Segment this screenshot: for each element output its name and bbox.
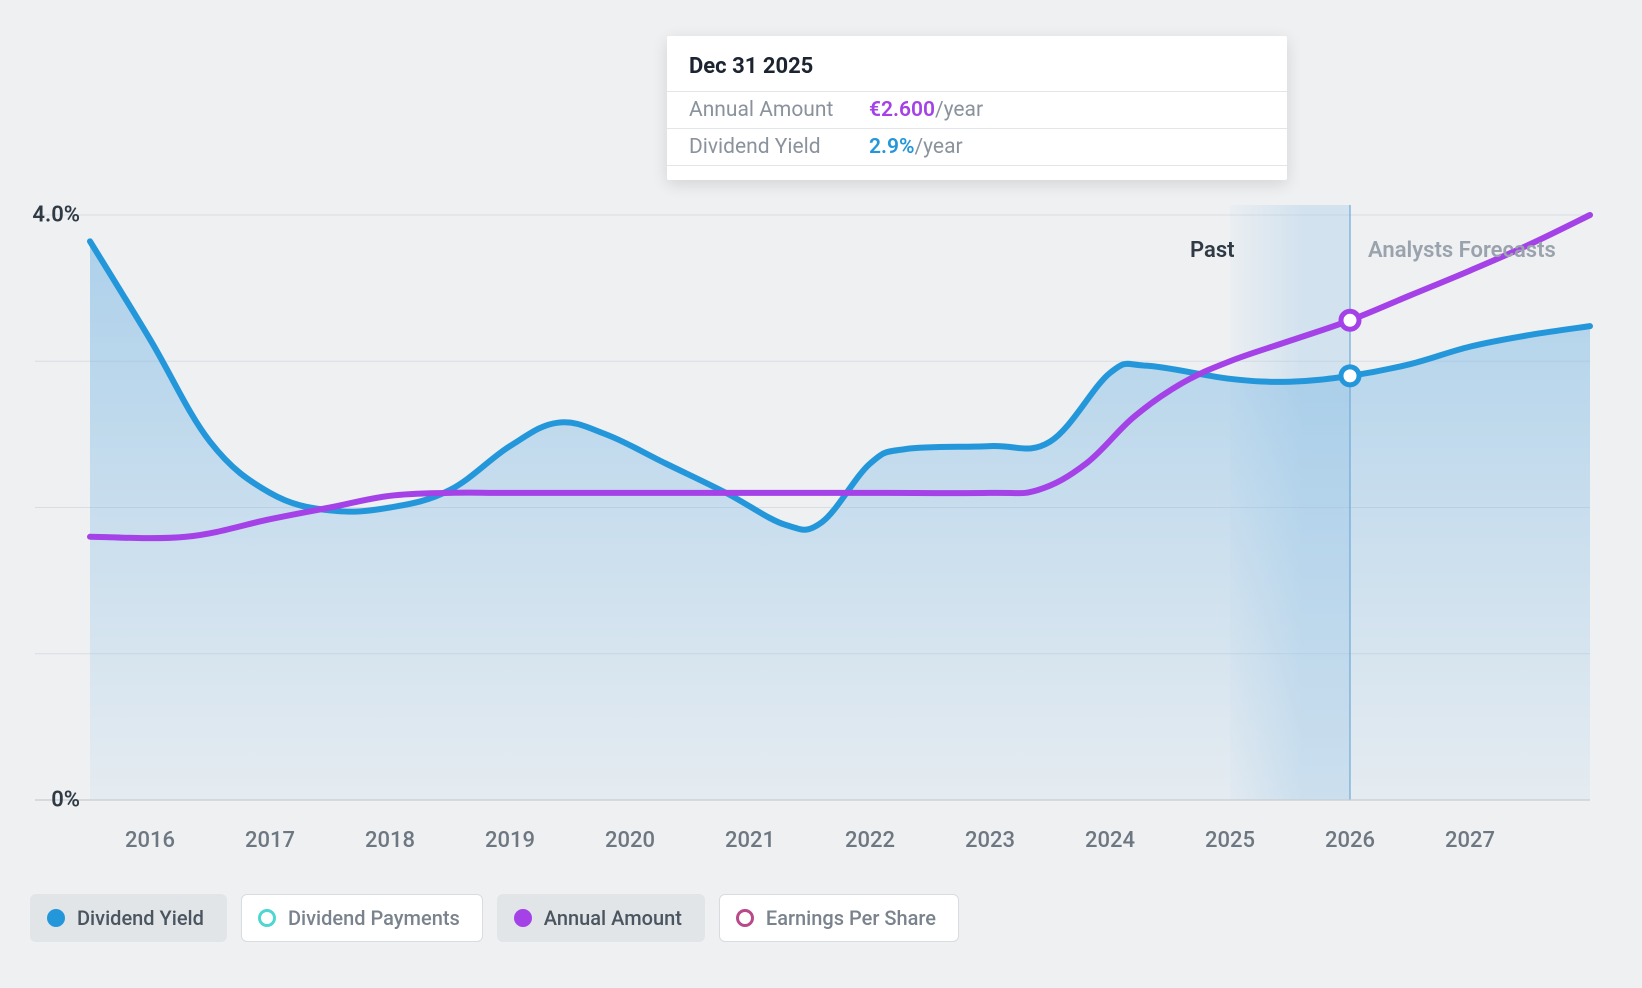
legend-item-dividend-payments[interactable]: Dividend Payments [241,894,483,942]
dividend-chart: 0% 4.0% 2016 2017 2018 2019 2020 2021 2022 2023 20… [0,0,1642,988]
tooltip-row-label: Annual Amount [689,98,869,122]
chart-tooltip: Dec 31 2025 Annual Amount€2.600/yearDivi… [667,36,1287,180]
tooltip-row: Annual Amount€2.600/year [667,91,1287,128]
x-tick-label: 2020 [605,828,655,853]
tooltip-row-label: Dividend Yield [689,135,869,159]
forecast-label: Analysts Forecasts [1368,238,1556,263]
legend-dot-icon [47,909,65,927]
tooltip-row-value: 2.9%/year [869,135,963,159]
legend-item-annual-amount[interactable]: Annual Amount [497,894,705,942]
x-tick-label: 2016 [125,828,175,853]
legend-item-earnings-per-share[interactable]: Earnings Per Share [719,894,959,942]
x-tick-label: 2025 [1205,828,1255,853]
legend-dot-icon [514,909,532,927]
x-tick-label: 2023 [965,828,1015,853]
legend-ring-icon [258,909,276,927]
tooltip-title: Dec 31 2025 [667,36,1287,91]
x-tick-label: 2021 [725,828,775,853]
chart-legend: Dividend Yield Dividend Payments Annual Am… [30,894,959,942]
y-tick-label: 0% [10,788,80,813]
x-tick-label: 2017 [245,828,295,853]
tooltip-row-value: €2.600/year [869,98,983,122]
x-tick-label: 2026 [1325,828,1375,853]
legend-item-dividend-yield[interactable]: Dividend Yield [30,894,227,942]
tooltip-row: Dividend Yield2.9%/year [667,128,1287,166]
legend-item-label: Earnings Per Share [766,906,936,930]
x-tick-label: 2024 [1085,828,1135,853]
legend-item-label: Dividend Payments [288,906,460,930]
legend-item-label: Annual Amount [544,906,682,930]
x-tick-label: 2019 [485,828,535,853]
x-tick-label: 2022 [845,828,895,853]
x-tick-label: 2027 [1445,828,1495,853]
x-tick-label: 2018 [365,828,415,853]
past-label: Past [1190,238,1235,263]
legend-item-label: Dividend Yield [77,906,204,930]
legend-ring-icon [736,909,754,927]
y-tick-label: 4.0% [10,203,80,228]
